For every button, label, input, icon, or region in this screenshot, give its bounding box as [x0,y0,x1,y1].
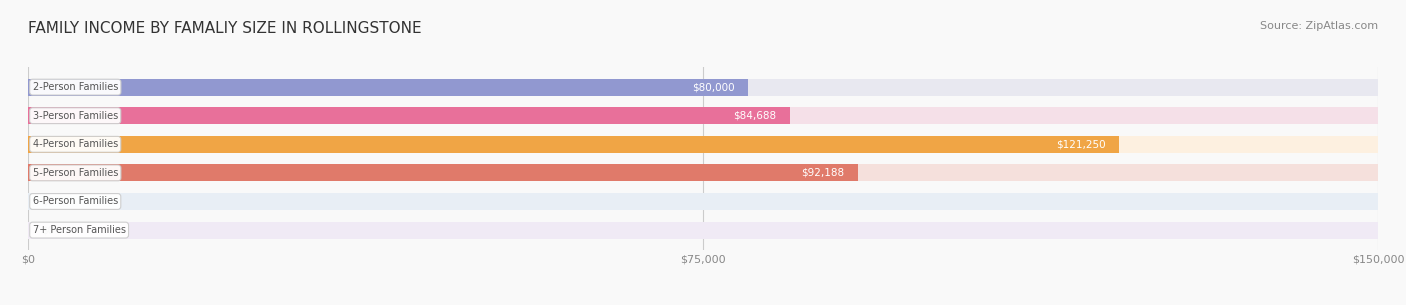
Text: 2-Person Families: 2-Person Families [32,82,118,92]
Text: $0: $0 [42,225,55,235]
Bar [28,78,1378,96]
Bar [28,107,1378,124]
Bar [28,164,1378,181]
Bar [28,164,858,181]
Text: 5-Person Families: 5-Person Families [32,168,118,178]
Text: 4-Person Families: 4-Person Families [32,139,118,149]
Text: 7+ Person Families: 7+ Person Families [32,225,125,235]
Text: Source: ZipAtlas.com: Source: ZipAtlas.com [1260,21,1378,31]
Text: $92,188: $92,188 [801,168,844,178]
Text: $84,688: $84,688 [734,111,776,121]
Bar [28,136,1119,153]
Text: 3-Person Families: 3-Person Families [32,111,118,121]
Text: $121,250: $121,250 [1056,139,1105,149]
Bar [28,221,1378,239]
Text: 6-Person Families: 6-Person Families [32,196,118,206]
Bar [28,107,790,124]
Text: $0: $0 [42,196,55,206]
Bar [28,78,748,96]
Text: FAMILY INCOME BY FAMALIY SIZE IN ROLLINGSTONE: FAMILY INCOME BY FAMALIY SIZE IN ROLLING… [28,21,422,36]
Text: $80,000: $80,000 [692,82,734,92]
Bar [28,136,1378,153]
Bar [28,193,1378,210]
